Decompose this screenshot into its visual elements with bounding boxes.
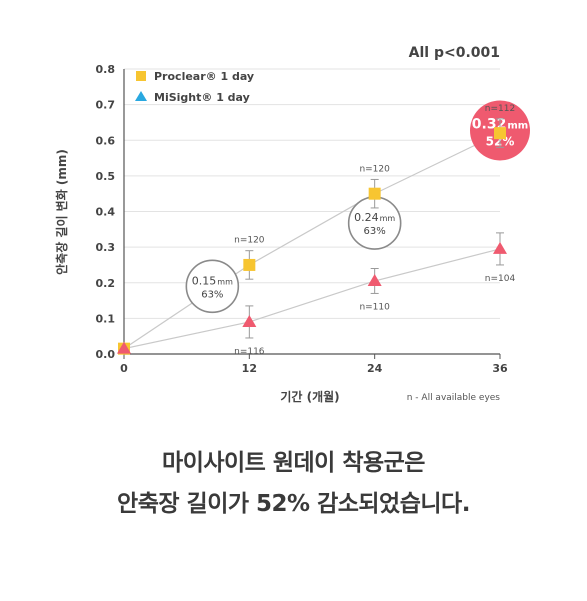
difference-bubble-value: 0.15mm <box>192 274 233 287</box>
legend-marker-misight <box>135 91 147 101</box>
difference-bubble-percent: 63% <box>364 226 386 237</box>
x-tick-label: 0 <box>120 362 128 375</box>
difference-bubble-percent: 63% <box>201 289 223 300</box>
y-axis-label: 안축장 길이 변화 (mm) <box>54 149 69 275</box>
legend-label: MiSight® 1 day <box>154 91 250 104</box>
data-point-proclear <box>494 127 506 140</box>
x-tick-label: 12 <box>242 362 257 375</box>
sample-size-label: n=110 <box>359 302 390 312</box>
x-axis-label: 기간 (개월) <box>280 389 339 404</box>
data-point-misight <box>242 314 257 327</box>
y-tick-label: 0.2 <box>96 277 116 290</box>
caption-line-2: 안축장 길이가 52% 감소되었습니다. <box>117 491 470 517</box>
sample-size-label: n=116 <box>234 347 265 357</box>
data-point-misight <box>493 241 507 254</box>
caption-line-1: 마이사이트 원데이 착용군은 <box>162 450 425 476</box>
y-tick-label: 0.3 <box>96 241 116 254</box>
sample-size-label: n=120 <box>234 236 265 246</box>
data-point-proclear <box>368 187 381 200</box>
legend-label: Proclear® 1 day <box>154 70 254 83</box>
legend-marker-proclear <box>136 71 146 81</box>
axial-length-chart: 0.0 0.1 0.2 0.3 0.4 0.5 0.6 0.7 0.8 0 12 24 36 기간 (개월… <box>54 45 530 404</box>
y-tick-label: 0.5 <box>96 170 116 183</box>
x-tick-label: 36 <box>492 362 508 375</box>
difference-bubble <box>185 259 240 314</box>
sample-size-label: n=120 <box>359 164 390 174</box>
sample-size-label: n=112 <box>485 104 515 114</box>
y-tick-label: 0.8 <box>96 63 116 76</box>
series-line-1 <box>123 248 501 350</box>
footnote: n - All available eyes <box>407 393 501 403</box>
y-tick-label: 0.1 <box>96 312 116 325</box>
difference-bubble-value: 0.24mm <box>354 211 395 224</box>
y-tick-label: 0.4 <box>96 206 116 219</box>
y-tick-label: 0.6 <box>96 134 116 147</box>
sample-size-label: n=104 <box>485 274 516 284</box>
significance-note: All p<0.001 <box>409 45 500 61</box>
data-point-proclear <box>243 258 256 271</box>
x-tick-label: 24 <box>367 362 383 375</box>
y-tick-label: 0.7 <box>96 99 116 112</box>
data-point-misight <box>367 273 382 286</box>
y-tick-label: 0.0 <box>96 348 116 361</box>
data-point-misight <box>117 341 131 354</box>
series-line-0 <box>123 132 501 350</box>
